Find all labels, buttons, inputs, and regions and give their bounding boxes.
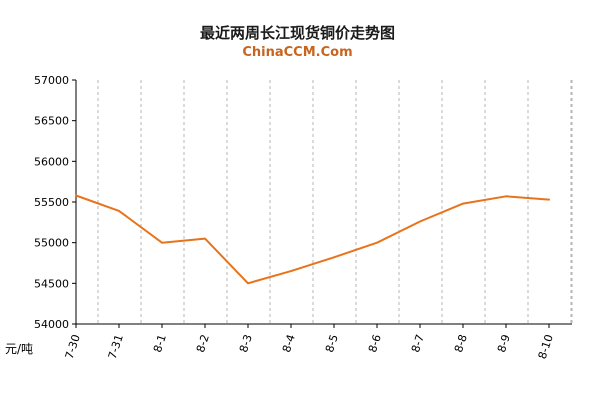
x-tick-label: 8-2 — [194, 333, 212, 354]
y-unit-label: 元/吨 — [5, 342, 33, 356]
x-tick-label: 7-30 — [63, 333, 83, 361]
data-point — [419, 220, 421, 223]
y-tick-label: 54000 — [34, 318, 69, 331]
x-tick-label: 8-6 — [366, 333, 384, 354]
x-tick-label: 8-10 — [536, 333, 556, 361]
data-point — [247, 282, 249, 285]
data-point — [333, 256, 335, 259]
x-tick-label: 8-8 — [452, 333, 470, 354]
data-point — [505, 195, 507, 198]
y-tick-label: 55000 — [34, 237, 69, 250]
y-tick-label: 56500 — [34, 115, 69, 128]
y-tick-label: 56000 — [34, 155, 69, 168]
x-tick-label: 7-31 — [106, 333, 126, 361]
y-tick-label: 57000 — [34, 74, 69, 87]
x-tick-label: 8-3 — [237, 333, 255, 354]
x-tick-label: 8-9 — [495, 333, 513, 354]
chart-subtitle: ChinaCCM.Com — [242, 45, 353, 60]
gridlines — [97, 80, 572, 324]
x-tick-label: 8-1 — [151, 333, 169, 354]
x-tick-label: 8-4 — [280, 333, 298, 354]
data-point — [376, 241, 378, 244]
x-tick-labels: 7-30 7-31 8-1 8-2 8-3 8-4 8-5 8-6 8-7 8-8 8-9 8-10 — [63, 333, 556, 361]
series — [75, 194, 550, 285]
data-point — [290, 270, 292, 272]
axes — [72, 79, 573, 328]
series-line — [75, 194, 550, 285]
data-point — [548, 198, 550, 201]
x-tick-label: 8-5 — [323, 333, 341, 354]
y-tick-label: 54500 — [34, 277, 69, 290]
data-point — [462, 202, 464, 205]
y-tick-labels: 54000 54500 55000 55500 56000 56500 57000 — [34, 74, 69, 331]
chart-title: 最近两周长江现货铜价走势图 — [199, 24, 395, 42]
data-point — [161, 241, 163, 244]
data-point — [75, 194, 77, 197]
x-tick-label: 8-7 — [409, 333, 427, 354]
data-point — [118, 210, 120, 212]
data-point — [204, 237, 206, 240]
y-tick-label: 55500 — [34, 196, 69, 209]
